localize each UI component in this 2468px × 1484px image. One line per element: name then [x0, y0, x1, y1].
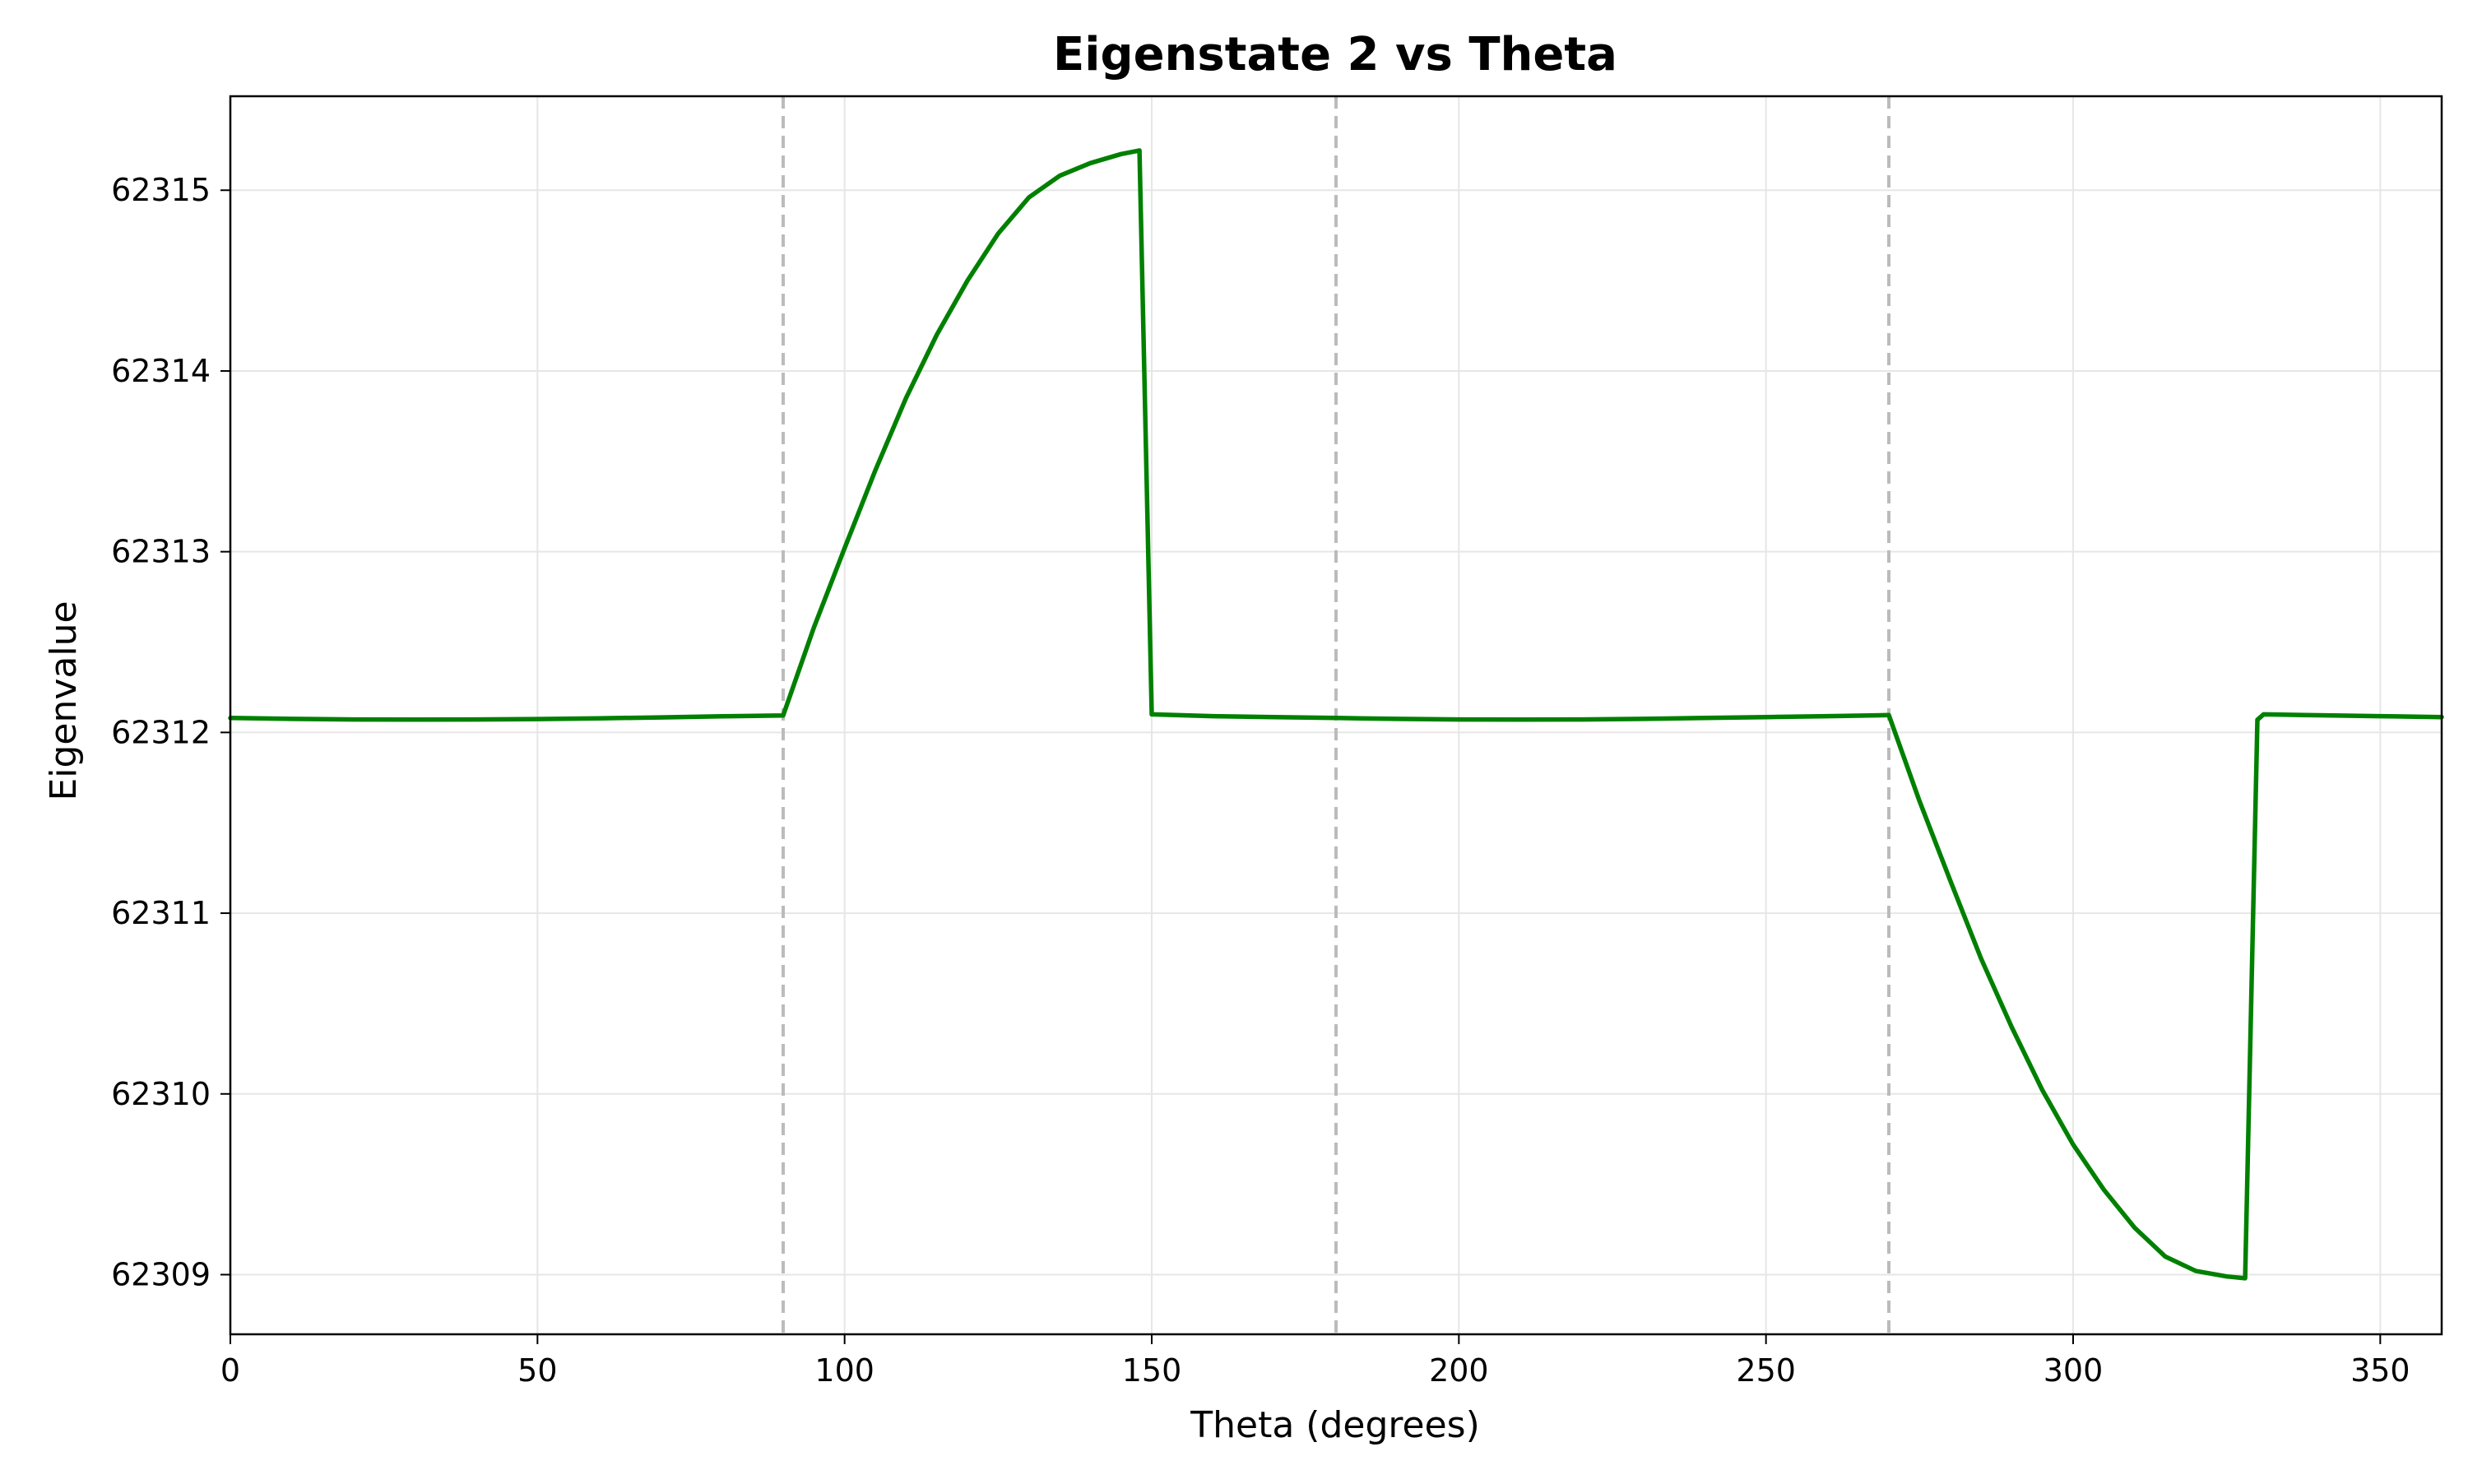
x-tick-label: 300: [2044, 1352, 2104, 1389]
x-tick-label: 0: [220, 1352, 240, 1389]
x-tick-label: 50: [517, 1352, 557, 1389]
series-line: [228, 148, 2444, 1281]
y-axis-label: Eigenvalue: [43, 601, 85, 800]
x-tick-label: 200: [1429, 1352, 1489, 1389]
plot-frame: [229, 95, 2443, 1336]
y-tick-label: 62311: [111, 895, 211, 931]
y-tick-label: 62313: [111, 534, 211, 570]
x-axis-label: Theta (degrees): [1190, 1404, 1479, 1446]
y-tick-label: 62315: [111, 172, 211, 208]
x-tick-label: 150: [1122, 1352, 1182, 1389]
series-layer: [228, 148, 2444, 1281]
y-tick-label: 62312: [111, 714, 211, 750]
y-tick-label: 62309: [111, 1256, 211, 1292]
x-tick-label: 350: [2350, 1352, 2410, 1389]
y-tick-label: 62314: [111, 353, 211, 389]
x-tick-label: 250: [1736, 1352, 1796, 1389]
x-tick-label: 100: [814, 1352, 874, 1389]
y-tick-label: 62310: [111, 1076, 211, 1112]
ticks: 0 50 100 150 200 250 300 350 62309 62310 62311 6231…: [111, 172, 2410, 1389]
chart-title: Eigenstate 2 vs Theta: [1053, 28, 1617, 81]
